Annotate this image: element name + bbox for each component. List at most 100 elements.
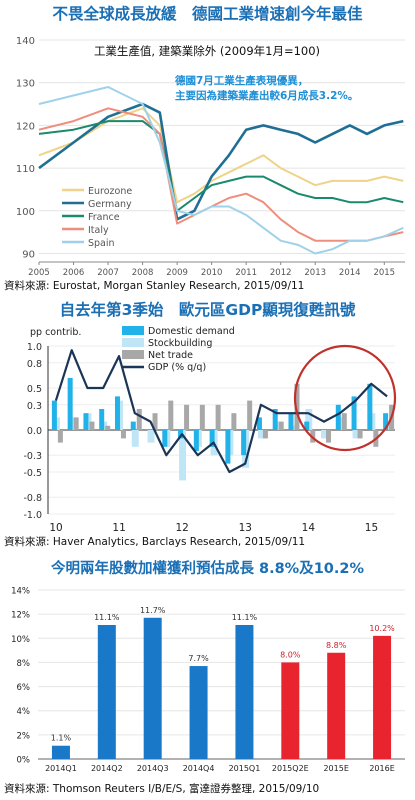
y-tick-label: -1.0 (23, 510, 42, 521)
y-tick-label: 100 (16, 207, 35, 218)
net-trade-bar (278, 421, 284, 430)
x-tick-label: 2014Q4 (183, 764, 215, 773)
domestic-demand-bar (256, 417, 262, 430)
y-tick-label: 0.5 (27, 384, 42, 395)
y-axis-label: pp contrib. (30, 327, 81, 338)
earnings-bar (281, 662, 300, 759)
gdp-line (54, 349, 388, 474)
domestic-demand-bar (272, 409, 278, 430)
annotation-line-1: 德國7月工業生產表現優異， (174, 74, 308, 87)
data-label: 10.2% (369, 624, 395, 633)
series-line-eurozone (38, 107, 404, 204)
x-tick-label: 2009 (166, 268, 188, 278)
x-tick-label: 10 (49, 522, 62, 534)
x-tick-label: 14 (302, 522, 316, 534)
x-tick-label: 2010 (201, 268, 223, 278)
legend-label: Spain (88, 238, 115, 249)
stockbuilding-bar (131, 430, 139, 447)
y-tick-label: -0.8 (23, 493, 42, 504)
net-trade-bar (357, 430, 363, 439)
stockbuilding-bar (147, 430, 155, 443)
data-label: 11.1% (94, 613, 120, 622)
legend-label: Germany (88, 199, 132, 210)
x-tick-label: 2014Q2 (91, 764, 123, 773)
eurozone-gdp-source: 資料來源: Haver Analytics, Barclays Research… (4, 536, 306, 548)
x-tick-label: 2014Q3 (137, 764, 169, 773)
plot-area (39, 40, 405, 262)
x-tick-label: 2012 (270, 268, 292, 278)
y-tick-label: 4% (17, 707, 31, 717)
x-tick-label: 2015Q1 (229, 764, 261, 773)
net-trade-bar (152, 413, 158, 430)
x-tick-label: 2013 (304, 268, 326, 278)
net-trade-bar (184, 404, 190, 430)
legend-swatch (122, 338, 144, 347)
domestic-demand-bar (114, 396, 120, 430)
earnings-growth-source: 資料來源: Thomson Reuters I/B/E/S, 富達證券整理, 2… (4, 783, 320, 795)
domestic-demand-bar (83, 413, 89, 430)
net-trade-bar (57, 430, 63, 443)
industrial-production-chart: 90 100 110 120 130 140 2005 2006 2007 2008 2009 201… (16, 36, 405, 278)
chart-subtitle: 工業生產值, 建築業除外 (2009年1月=100) (94, 44, 320, 58)
net-trade-bar (73, 417, 79, 430)
net-trade-bar (199, 404, 205, 430)
industrial-production-title: 不畏全球成長放緩 德國工業增速創今年最佳 (52, 5, 363, 23)
industrial-production-source: 資料來源: Eurostat, Morgan Stanley Research,… (4, 280, 305, 292)
domestic-demand-bar (193, 430, 199, 451)
legend-label: France (88, 212, 120, 223)
net-trade-bar (215, 404, 221, 430)
data-label: 1.1% (51, 734, 72, 743)
data-label: 11.1% (232, 613, 258, 622)
data-label: 8.8% (326, 641, 347, 650)
legend-label: Eurozone (88, 186, 132, 197)
domestic-demand-bar (288, 413, 294, 430)
domestic-demand-bar (51, 400, 57, 430)
earnings-bar (235, 625, 254, 759)
domestic-demand-bar (225, 430, 231, 464)
stockbuilding-bar (257, 430, 265, 439)
net-trade-bar (294, 383, 300, 430)
x-tick-label: 2005 (28, 268, 50, 278)
y-tick-label: 12% (11, 611, 30, 621)
y-tick-label: 90 (22, 249, 35, 260)
x-tick-label: 13 (239, 522, 252, 534)
data-label: 11.7% (140, 606, 166, 615)
domestic-demand-bar (304, 421, 310, 430)
y-tick-label: 130 (16, 79, 35, 90)
net-trade-bar (136, 409, 142, 430)
y-tick-label: 8% (17, 659, 31, 669)
highlight-circle (293, 344, 397, 452)
legend-label: Italy (88, 225, 109, 236)
domestic-demand-bar (67, 377, 73, 430)
x-tick-label: 15 (365, 522, 378, 534)
earnings-growth-title: 今明兩年股數加權獲利預估成長 8.8%及10.2% (50, 561, 365, 577)
net-trade-bar (262, 430, 268, 439)
legend-swatch (122, 326, 144, 335)
legend-label: Net trade (148, 350, 193, 361)
x-tick-label: 2016E (369, 764, 394, 773)
x-tick-label: 2015E (323, 764, 348, 773)
earnings-bar (143, 617, 162, 759)
earnings-bar (327, 652, 346, 759)
net-trade-bar (105, 425, 111, 430)
x-tick-label: 2008 (132, 268, 154, 278)
x-tick-label: 2006 (63, 268, 85, 278)
net-trade-bar (120, 430, 126, 439)
net-trade-bar (341, 413, 347, 430)
stockbuilding-bar (352, 430, 360, 439)
y-tick-label: 10% (11, 635, 30, 645)
net-trade-bar (168, 400, 174, 430)
x-tick-label: 2014 (339, 268, 361, 278)
y-tick-label: 140 (16, 36, 35, 47)
data-label: 7.7% (188, 654, 209, 663)
earnings-bar (189, 666, 208, 759)
earnings-bar (373, 635, 392, 759)
domestic-demand-bar (178, 430, 184, 439)
stockbuilding-bar (305, 409, 313, 430)
domestic-demand-bar (383, 413, 389, 430)
annotation-line-2: 主要因為建築業產出較6月成長3.2%。 (175, 89, 358, 102)
net-trade-bar (326, 430, 332, 443)
earnings-bar (51, 745, 70, 759)
domestic-demand-bar (162, 430, 168, 447)
